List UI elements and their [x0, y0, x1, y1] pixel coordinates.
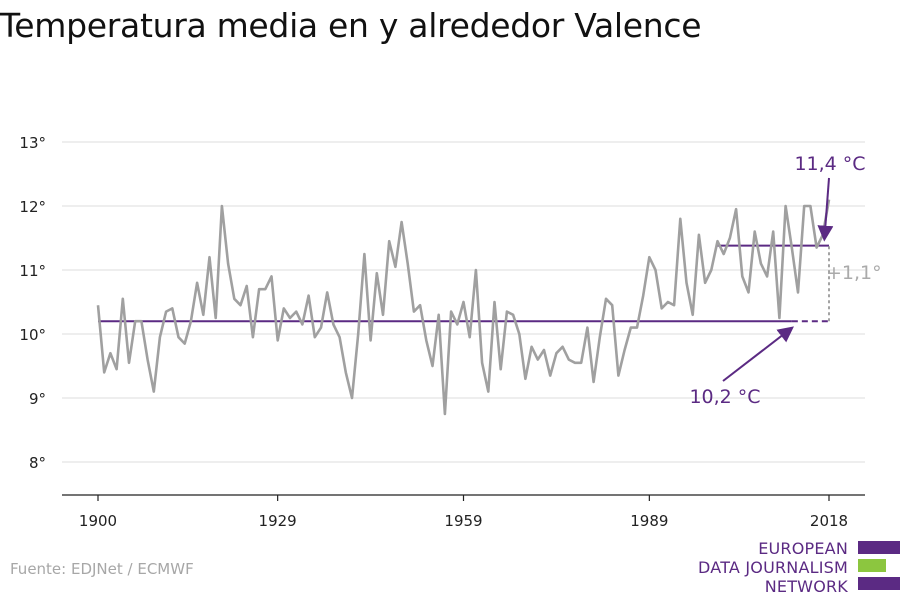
source-note: Fuente: EDJNet / ECMWF [10, 560, 194, 578]
annotations: 10,2 °C 11,4 °C +1,1° [689, 153, 881, 408]
edjnet-logo: EUROPEAN DATA JOURNALISM NETWORK [698, 538, 900, 596]
logo-bar-purple-bottom [858, 577, 900, 590]
y-tick-label-12: 12° [19, 198, 46, 216]
chart-title: Temperatura media en y alrededor Valence [0, 6, 702, 45]
recent-label: 11,4 °C [794, 153, 865, 175]
x-tick-label-1900: 1900 [79, 512, 117, 530]
x-tick-label-1989: 1989 [630, 512, 668, 530]
logo-bar-purple-top [858, 541, 900, 554]
y-tick-label-11: 11° [19, 262, 46, 280]
baseline-label: 10,2 °C [689, 386, 760, 408]
logo-line-2: DATA JOURNALISM [698, 558, 848, 577]
logo-line-1: EUROPEAN [758, 539, 848, 558]
y-tick-label-10: 10° [19, 326, 46, 344]
logo-bar-green [858, 559, 886, 572]
x-tick-label-1959: 1959 [444, 512, 482, 530]
y-axis-ticks: 8° 9° 10° 11° 12° 13° [19, 134, 46, 472]
y-tick-label-8: 8° [29, 454, 46, 472]
series-layer [96, 199, 831, 416]
y-tick-label-13: 13° [19, 134, 46, 152]
baseline-arrow [722, 326, 794, 382]
temperature-series-line [96, 199, 831, 416]
x-axis: 1900 1929 1959 1989 2018 [62, 494, 865, 530]
x-tick-label-2018: 2018 [810, 512, 848, 530]
difference-label: +1,1° [826, 262, 882, 284]
recent-arrow [817, 177, 834, 242]
y-tick-label-9: 9° [29, 390, 46, 408]
gridlines [62, 141, 865, 463]
x-tick-label-1929: 1929 [259, 512, 297, 530]
logo-line-3: NETWORK [764, 577, 848, 596]
